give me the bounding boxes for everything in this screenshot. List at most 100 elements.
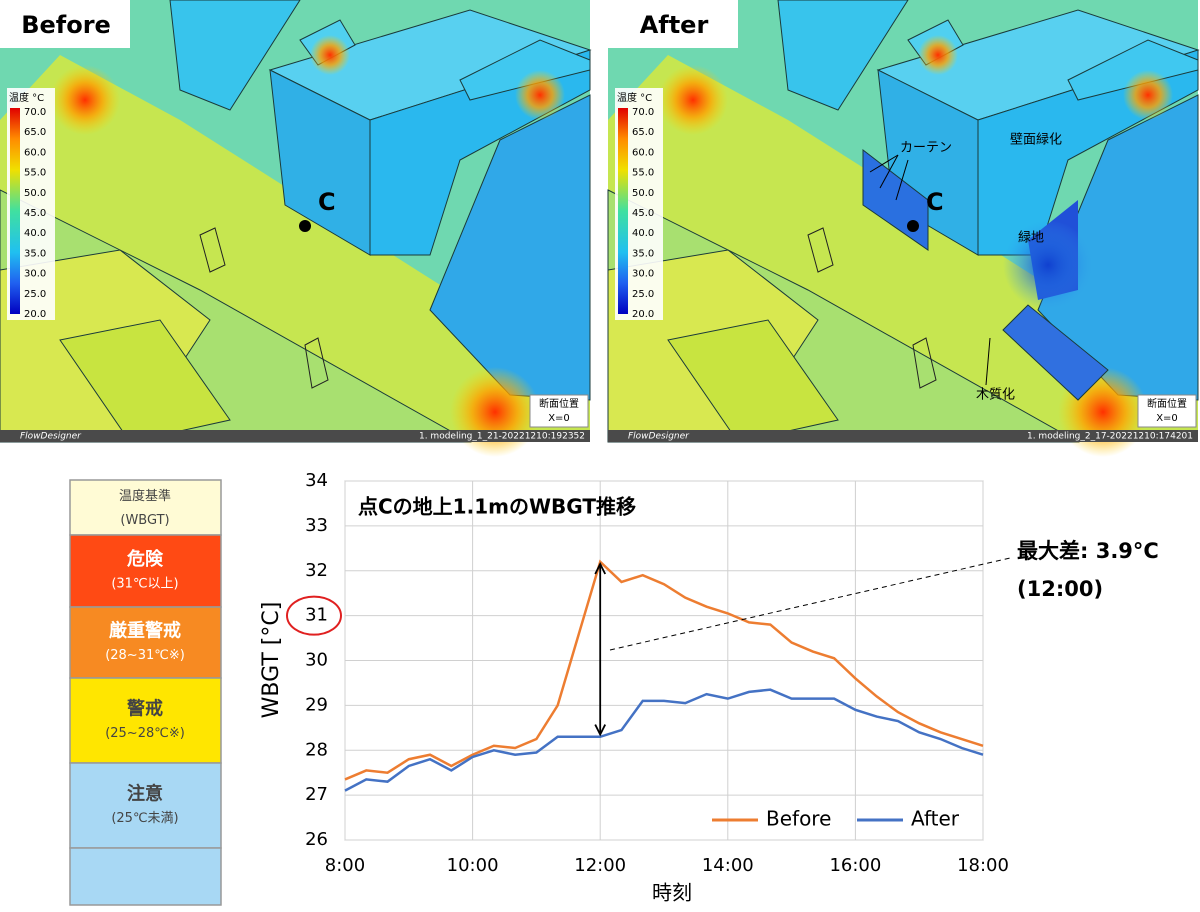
annotation-sub: (12:00)	[1017, 577, 1103, 601]
annotation: 緑地	[1018, 231, 1044, 246]
section-title: 断面位置	[539, 397, 579, 410]
scene-shape	[304, 337, 329, 389]
legend-cell-sub: (25℃未満)	[111, 811, 178, 826]
x-axis-label: 時刻	[652, 881, 692, 905]
colorbar-tick: 35.0	[632, 248, 654, 259]
legend-cell-sub: (31℃以上)	[111, 577, 178, 592]
colorbar-tick: 25.0	[632, 289, 654, 300]
annotation: 壁面緑化	[1010, 133, 1062, 148]
colorbar-tick: 40.0	[24, 228, 46, 239]
colorbar-tick: 30.0	[24, 269, 46, 280]
hot-spot	[310, 35, 350, 75]
legend-label: Before	[766, 807, 831, 831]
legend-cell-title: 警戒	[127, 698, 163, 720]
colorbar-tick: 30.0	[632, 269, 654, 280]
colorbar-tick: 60.0	[24, 147, 46, 158]
colorbar-tick: 65.0	[24, 127, 46, 138]
legend-cell-title: 危険	[126, 548, 164, 570]
y-axis-label: WBGT [°C]	[259, 602, 284, 719]
legend-cell-sub: (WBGT)	[120, 513, 169, 528]
section-bg	[529, 394, 589, 428]
section-bg	[1137, 394, 1197, 428]
hot-spot	[50, 65, 120, 135]
scene-shape	[459, 39, 591, 101]
colorbar-title: 温度 °C	[617, 91, 652, 104]
x-tick-label: 14:00	[702, 855, 754, 876]
highlight-circle	[286, 595, 342, 636]
y-tick-label: 33	[305, 515, 328, 536]
x-tick-label: 10:00	[447, 855, 499, 876]
legend-cell	[69, 762, 222, 849]
scene-shape	[667, 319, 839, 443]
colorbar-tick: 40.0	[632, 228, 654, 239]
section-title: 断面位置	[1147, 397, 1187, 410]
x-tick-label: 16:00	[829, 855, 881, 876]
y-tick-label: 31	[305, 605, 328, 626]
colorbar-tick: 70.0	[632, 107, 654, 118]
annotation: 最大差: 3.9°C	[1017, 539, 1159, 563]
annotation-leader	[985, 337, 991, 386]
legend-cell-title: 注意	[127, 783, 163, 805]
y-tick-label: 34	[305, 470, 328, 491]
point-c-label: C	[926, 188, 944, 216]
y-tick-label: 29	[305, 694, 328, 715]
annotation-leader	[869, 154, 899, 173]
annotation-leader	[609, 557, 1011, 651]
legend-cell-title: 温度基準	[119, 488, 171, 504]
y-tick-label: 30	[305, 650, 328, 671]
arrow-head	[594, 562, 607, 575]
panel-label-bg	[608, 0, 738, 48]
legend-cell-sub: (25~28℃※)	[105, 726, 185, 741]
legend-label: After	[911, 807, 960, 831]
colorbar	[618, 108, 628, 314]
footer-bar	[0, 430, 590, 442]
point-c-label: C	[318, 188, 336, 216]
colorbar-tick: 20.0	[24, 309, 46, 320]
colorbar-tick: 65.0	[632, 127, 654, 138]
y-tick-label: 27	[305, 784, 328, 805]
brand: FlowDesigner	[628, 432, 690, 442]
colorbar-tick: 50.0	[632, 188, 654, 199]
colorbar-tick: 35.0	[24, 248, 46, 259]
legend-cell	[69, 479, 222, 536]
scene-shape	[59, 319, 231, 443]
colorbar-tick: 55.0	[24, 168, 46, 179]
file-name: 1. modeling_2_17-20221210:174201	[1027, 432, 1193, 442]
cool-spot	[1003, 220, 1093, 310]
scene-shape	[0, 55, 590, 442]
colorbar-tick: 50.0	[24, 188, 46, 199]
panel-label: Before	[21, 11, 111, 39]
colorbar-tick: 70.0	[24, 107, 46, 118]
point-c	[299, 220, 311, 232]
annotation: 木質化	[976, 388, 1015, 403]
colorbar-title: 温度 °C	[9, 91, 44, 104]
colorbar	[10, 108, 20, 314]
x-tick-label: 8:00	[325, 855, 365, 876]
scene-shape	[912, 337, 937, 389]
legend-cell	[69, 677, 222, 764]
scene-shape	[199, 227, 226, 273]
legend-cell	[69, 534, 222, 608]
hot-spot	[450, 367, 540, 457]
scene-shape	[1002, 304, 1109, 401]
colorbar-tick: 45.0	[24, 208, 46, 219]
simulation-panel: Before 温度 °C 70.0 65.0 60.0 55.0 50.0 45.0 40.0 3…	[0, 0, 592, 457]
colorbar-tick: 25.0	[24, 289, 46, 300]
footer-bar	[608, 430, 1198, 442]
hot-spot	[515, 70, 565, 120]
section-value: X=0	[1156, 413, 1178, 424]
annotation: カーテン	[900, 141, 952, 156]
scene-shape	[1067, 39, 1199, 101]
colorbar-tick: 20.0	[632, 309, 654, 320]
scene-shape	[777, 0, 909, 111]
simulation-panel: After 温度 °C 70.0 65.0 60.0 55.0 50.0 45.0 40.0 35…	[607, 0, 1200, 457]
brand: FlowDesigner	[20, 432, 82, 442]
annotation-leader	[879, 154, 899, 189]
series-line	[344, 559, 984, 781]
colorbar-tick: 55.0	[632, 168, 654, 179]
file-name: 1. modeling_1_21-20221210:192352	[419, 432, 585, 442]
scene-shape	[169, 0, 301, 111]
annotation-leader	[895, 159, 909, 201]
panel-label-bg	[0, 0, 130, 48]
